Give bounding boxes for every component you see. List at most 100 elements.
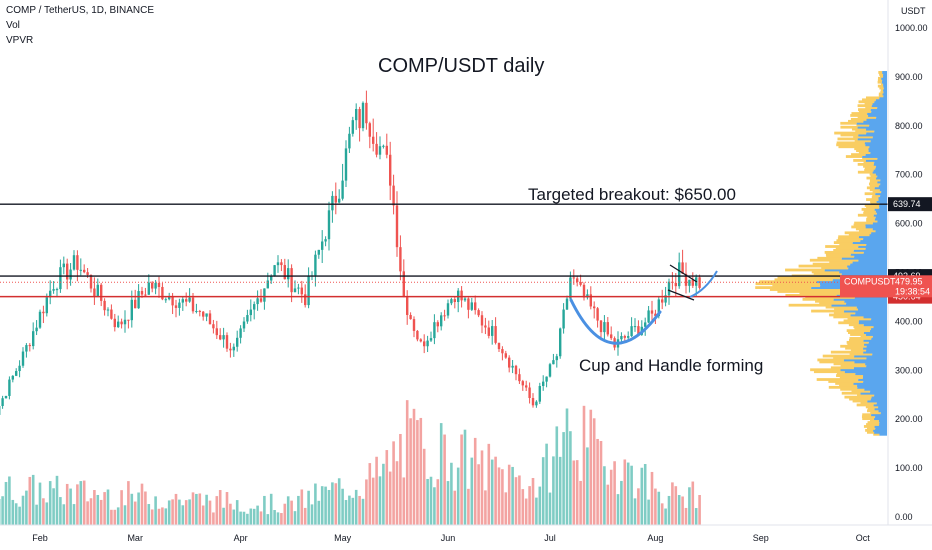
vp-bar-up xyxy=(759,280,817,284)
forecast-arc[interactable] xyxy=(689,270,718,298)
vp-bar-down xyxy=(883,74,887,78)
vp-bar-down xyxy=(867,112,887,115)
volume-bar xyxy=(671,482,674,525)
candle-body xyxy=(232,346,235,351)
vp-bar-down xyxy=(879,204,887,207)
volume-bar xyxy=(504,492,508,525)
vp-bar-down xyxy=(873,162,887,166)
vp-bar-up xyxy=(777,290,841,293)
price-tag-target xyxy=(888,197,932,212)
volume-bar xyxy=(378,476,382,525)
vp-bar-down xyxy=(872,135,887,139)
vp-bar-up xyxy=(825,245,859,248)
vp-bar-down xyxy=(870,108,887,111)
candle-body xyxy=(181,299,184,303)
vp-bar-up xyxy=(833,362,866,366)
vp-bar-down xyxy=(882,71,887,74)
volume-bar xyxy=(514,477,518,525)
vp-bar-up xyxy=(869,178,881,182)
vp-bar-up xyxy=(798,264,848,268)
candle-body xyxy=(599,320,603,333)
volume-bar xyxy=(412,408,416,525)
vp-bar-up xyxy=(879,86,884,90)
candle-body xyxy=(157,282,161,287)
vp-bar-up xyxy=(867,407,875,411)
indicator-vol[interactable]: Vol xyxy=(6,20,20,31)
volume-bar xyxy=(344,500,348,525)
volume-bar xyxy=(409,418,412,525)
candle-body xyxy=(42,311,45,314)
volume-bar xyxy=(31,474,35,525)
volume-bar xyxy=(324,486,327,525)
candle-body xyxy=(219,335,222,340)
vp-bar-down xyxy=(863,339,887,342)
vp-bar-down xyxy=(863,237,887,241)
volume-bar xyxy=(606,484,610,525)
vp-bar-up xyxy=(848,119,864,123)
candle-body xyxy=(525,385,528,388)
vp-bar-up xyxy=(866,198,879,201)
volume-bar xyxy=(269,493,273,525)
volume-bar xyxy=(660,503,664,525)
vp-bar-up xyxy=(857,104,872,108)
volume-bar xyxy=(572,460,576,525)
volume-bar xyxy=(235,500,239,525)
volume-bar xyxy=(89,498,93,525)
vp-bar-down xyxy=(874,207,887,211)
volume-bar xyxy=(609,469,613,525)
candle-body xyxy=(188,297,191,302)
candle-body xyxy=(242,321,246,329)
vp-bar-up xyxy=(802,297,834,301)
vp-bar-up xyxy=(849,337,872,340)
candle-body xyxy=(212,324,215,329)
vp-bar-down xyxy=(844,299,887,303)
symbol-title[interactable]: COMP / TetherUS, 1D, BINANCE xyxy=(6,5,155,16)
volume-bar xyxy=(317,500,321,525)
vp-bar-up xyxy=(867,427,876,430)
currency-label[interactable]: USDT xyxy=(901,6,926,16)
candle-body xyxy=(368,123,371,137)
volume-bar xyxy=(300,489,304,525)
cup-curve[interactable] xyxy=(569,298,662,345)
vp-bar-down xyxy=(868,340,887,344)
volume-bar xyxy=(460,434,463,525)
vp-bar-down xyxy=(865,223,887,227)
candle-body xyxy=(113,318,116,328)
vp-bar-down xyxy=(853,382,887,385)
candle-body xyxy=(127,319,130,321)
volume-bar xyxy=(565,408,569,525)
volume-bar xyxy=(358,495,361,525)
vp-bar-down xyxy=(870,139,887,143)
candle-body xyxy=(630,326,633,337)
current-price: 479.95 xyxy=(895,276,923,286)
indicator-vpvr[interactable]: VPVR xyxy=(6,35,34,46)
vp-bar-up xyxy=(853,223,866,227)
handle-triangle[interactable] xyxy=(667,264,698,301)
vp-bar-down xyxy=(840,368,887,372)
vp-bar-down xyxy=(824,268,887,272)
candle-body xyxy=(185,299,188,302)
vp-bar-down xyxy=(879,432,887,436)
vp-bar-up xyxy=(857,393,875,397)
vp-bar-down xyxy=(839,270,887,274)
candle-body xyxy=(100,284,103,301)
volume-bar xyxy=(388,471,392,525)
volume-bar xyxy=(290,500,293,525)
vp-bar-up xyxy=(844,395,872,399)
candle-body xyxy=(344,148,348,181)
volume-bar xyxy=(545,443,548,525)
candle-body xyxy=(518,374,521,382)
vp-bar-up xyxy=(840,344,867,348)
vp-bar-up xyxy=(847,342,865,346)
vp-bar-up xyxy=(829,313,851,317)
vp-bar-down xyxy=(862,376,887,379)
candle-body xyxy=(610,334,613,339)
candle-body xyxy=(361,102,365,129)
candle-body xyxy=(569,277,572,299)
candle-body xyxy=(52,289,55,291)
vp-bar-up xyxy=(840,125,858,129)
vp-bar-down xyxy=(866,333,887,336)
vp-bar-up xyxy=(853,325,874,329)
volume-bar xyxy=(266,514,270,525)
